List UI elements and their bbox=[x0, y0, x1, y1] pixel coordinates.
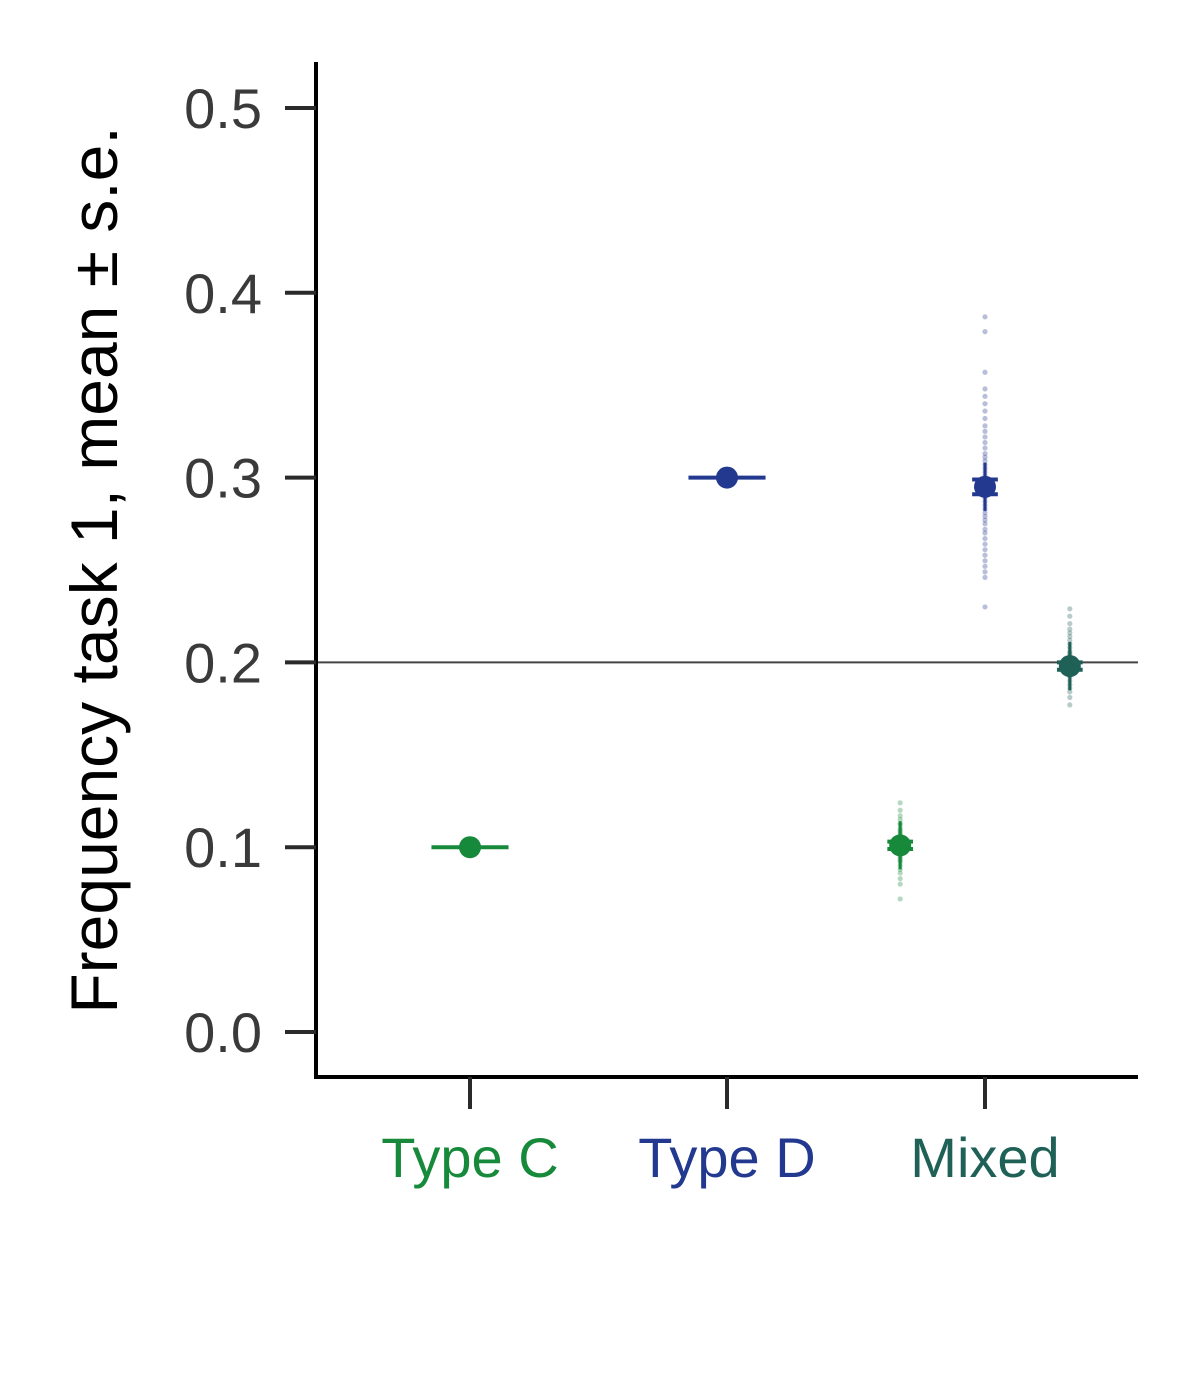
replicate-point bbox=[982, 369, 988, 375]
replicate-point bbox=[1067, 633, 1073, 640]
y-axis-title: Frequency task 1, mean ± s.e. bbox=[57, 126, 131, 1013]
replicate-point bbox=[982, 535, 988, 542]
replicate-point bbox=[982, 530, 988, 536]
mean-point bbox=[1058, 655, 1081, 678]
replicate-point bbox=[1067, 637, 1073, 643]
replicate-point bbox=[982, 547, 988, 553]
replicate-point bbox=[982, 408, 988, 414]
replicate-point bbox=[982, 458, 988, 464]
replicate-point bbox=[982, 513, 988, 520]
replicate-point bbox=[982, 569, 988, 575]
x-tick-label: Mixed bbox=[910, 1126, 1059, 1189]
replicate-point bbox=[897, 800, 903, 806]
mean-point bbox=[716, 466, 738, 489]
replicate-point bbox=[1067, 620, 1073, 627]
replicate-point bbox=[982, 415, 988, 422]
y-tick-label: 0.4 bbox=[184, 262, 262, 325]
replicate-point bbox=[982, 401, 988, 407]
series-0 bbox=[431, 836, 509, 859]
replicate-point bbox=[982, 329, 988, 335]
replicate-point bbox=[897, 870, 903, 876]
replicate-point bbox=[1067, 613, 1073, 619]
replicate-point bbox=[982, 552, 988, 558]
replicate-point bbox=[982, 521, 988, 527]
replicate-point bbox=[982, 423, 988, 429]
y-tick-label: 0.3 bbox=[184, 447, 262, 510]
replicate-point bbox=[982, 517, 988, 523]
series-3 bbox=[972, 314, 998, 610]
replicate-point bbox=[982, 434, 988, 440]
replicate-point bbox=[1067, 630, 1073, 636]
replicate-point bbox=[897, 876, 903, 882]
replicate-point bbox=[982, 386, 988, 392]
replicate-point bbox=[982, 563, 988, 569]
replicate-point bbox=[897, 881, 903, 887]
replicate-point bbox=[1067, 702, 1073, 708]
mean-point bbox=[974, 475, 996, 498]
x-tick-label: Type C bbox=[381, 1126, 558, 1189]
plot-area bbox=[316, 314, 1138, 902]
replicate-point bbox=[982, 558, 988, 564]
replicate-point bbox=[982, 393, 988, 399]
replicate-point bbox=[982, 439, 988, 446]
series-1 bbox=[688, 466, 766, 489]
replicate-point bbox=[1067, 626, 1073, 632]
replicate-point bbox=[1067, 694, 1073, 701]
replicate-point bbox=[982, 314, 988, 320]
replicate-point bbox=[982, 428, 988, 434]
replicate-point bbox=[897, 807, 903, 813]
replicate-point bbox=[982, 541, 988, 547]
replicate-point bbox=[897, 813, 903, 819]
replicate-point bbox=[1067, 689, 1073, 695]
replicate-point bbox=[897, 896, 903, 902]
replicate-point bbox=[982, 445, 988, 451]
replicate-point bbox=[982, 604, 988, 610]
replicate-point bbox=[982, 574, 988, 580]
replicate-point bbox=[982, 450, 988, 457]
series-4 bbox=[1056, 606, 1083, 708]
replicate-point bbox=[982, 454, 988, 460]
replicate-point bbox=[982, 510, 988, 516]
y-tick-label: 0.0 bbox=[184, 1001, 262, 1064]
replicate-point bbox=[897, 816, 903, 823]
y-tick-label: 0.5 bbox=[184, 77, 262, 140]
mean-point bbox=[459, 836, 481, 859]
y-tick-label: 0.2 bbox=[184, 631, 262, 694]
mean-point bbox=[889, 834, 912, 857]
replicate-point bbox=[982, 526, 988, 532]
y-tick-label: 0.1 bbox=[184, 816, 262, 879]
replicate-point bbox=[1067, 606, 1073, 612]
series-2 bbox=[887, 800, 914, 902]
x-tick-label: Type D bbox=[638, 1126, 815, 1189]
axes: 0.0 0.1 0.2 0.3 0.4 0.5 Type C Type D Mixed bbox=[184, 62, 1138, 1189]
